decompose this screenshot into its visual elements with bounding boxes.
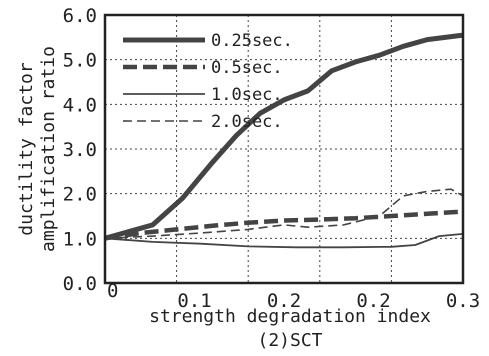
legend-label-2: 0.5sec. xyxy=(211,58,283,78)
y-tick-labels: 0.0 1.0 2.0 3.0 4.0 5.0 6.0 xyxy=(63,5,97,295)
x-tick-label: 0.2 xyxy=(267,290,301,312)
y-axis-label-line-1: ductility factor xyxy=(16,62,37,236)
plot-frame xyxy=(103,13,465,285)
x-tick-label: 0.1 xyxy=(177,290,211,312)
y-axis-label-line-2: amplification ratio xyxy=(38,46,59,252)
x-tick-label: 0.2 xyxy=(356,290,390,312)
x-tick-label: 0.3 xyxy=(446,290,480,312)
legend-label-1: 0.25sec. xyxy=(211,31,293,51)
y-tick-label: 3.0 xyxy=(63,139,97,161)
series-line-1 xyxy=(104,32,464,241)
legend-label-3: 1.0sec. xyxy=(211,85,283,105)
series-line-2 xyxy=(104,209,464,241)
x-axis-label: strength degradation index xyxy=(149,306,431,327)
y-tick-label: 6.0 xyxy=(63,5,97,27)
series-line-3 xyxy=(104,233,464,249)
x-tick-labels: 0 0.1 0.2 0.2 0.3 xyxy=(107,280,480,312)
x-tick-label: 0 xyxy=(107,280,118,302)
series-lines xyxy=(104,32,464,249)
y-tick-label: 2.0 xyxy=(63,184,97,206)
series-line-4 xyxy=(104,188,464,240)
legend: 0.25sec. 0.5sec. 1.0sec. 2.0sec. xyxy=(123,31,293,132)
y-tick-label: 1.0 xyxy=(63,228,97,250)
legend-label-4: 2.0sec. xyxy=(211,112,283,132)
chart-caption: (2)SCT xyxy=(257,330,322,351)
y-tick-label: 5.0 xyxy=(63,50,97,72)
y-tick-label: 0.0 xyxy=(63,273,97,295)
y-tick-label: 4.0 xyxy=(63,94,97,116)
